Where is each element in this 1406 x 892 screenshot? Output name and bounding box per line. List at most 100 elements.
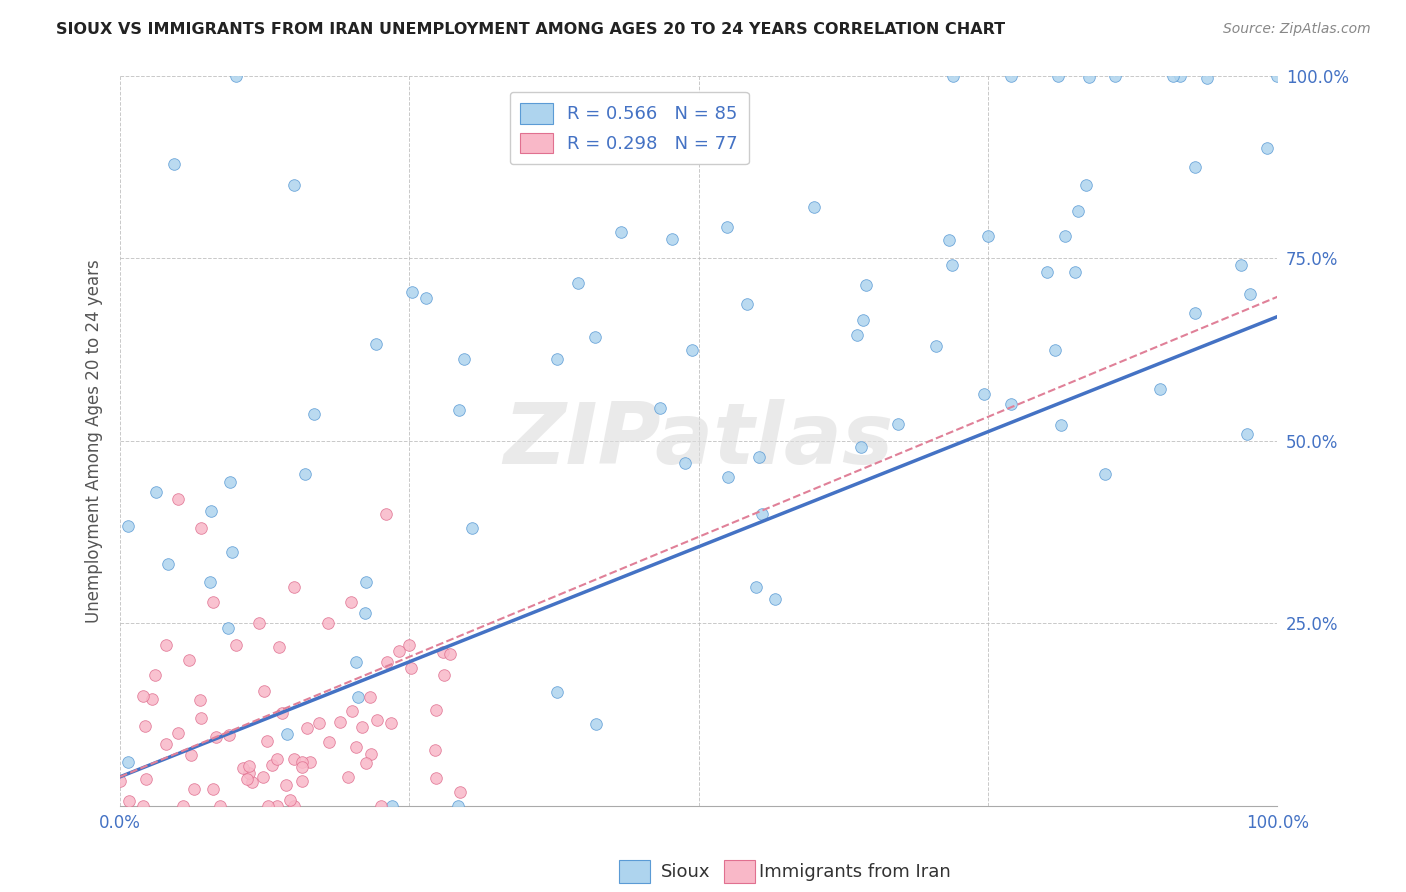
Point [190, 711, 212, 725]
Point [366, 713, 388, 727]
Point [845, 328, 868, 343]
Point [380, 716, 402, 731]
Text: ZIPatlas: ZIPatlas [503, 400, 894, 483]
Point [1067, 204, 1090, 219]
Point [172, 799, 194, 814]
Point [110, 774, 132, 789]
Point [342, 704, 364, 718]
Point [208, 799, 231, 814]
Point [375, 507, 398, 521]
Point [447, 799, 470, 814]
Point [291, 760, 314, 774]
Point [238, 759, 260, 773]
Point [977, 229, 1000, 244]
Point [1184, 306, 1206, 320]
Point [583, 330, 606, 344]
Point [433, 667, 456, 681]
Point [318, 735, 340, 749]
Point [1267, 69, 1289, 83]
Point [716, 219, 738, 234]
Point [132, 690, 155, 704]
Point [375, 655, 398, 669]
Point [202, 781, 225, 796]
Point [546, 352, 568, 367]
Point [453, 351, 475, 366]
Point [370, 799, 392, 814]
Point [803, 200, 825, 214]
Point [346, 690, 368, 704]
Point [887, 417, 910, 431]
Point [179, 653, 201, 667]
Point [425, 771, 447, 785]
Point [308, 715, 330, 730]
Point [360, 747, 382, 762]
Point [163, 157, 186, 171]
Point [291, 756, 314, 770]
Point [238, 766, 260, 780]
Point [388, 644, 411, 658]
Point [938, 233, 960, 247]
Point [1064, 265, 1087, 279]
Point [183, 781, 205, 796]
Point [256, 734, 278, 748]
Point [225, 69, 247, 83]
Point [283, 752, 305, 766]
Point [852, 313, 875, 327]
Point [157, 557, 180, 571]
Point [141, 691, 163, 706]
Point [661, 231, 683, 245]
Point [1078, 70, 1101, 84]
Point [1168, 69, 1191, 83]
Point [648, 401, 671, 415]
Point [942, 69, 965, 83]
Point [1163, 69, 1185, 83]
Point [745, 581, 768, 595]
Text: Sioux: Sioux [661, 863, 710, 881]
Point [350, 720, 373, 734]
Point [329, 714, 352, 729]
Point [266, 751, 288, 765]
Point [200, 504, 222, 518]
Point [198, 574, 221, 589]
Point [135, 772, 157, 786]
Point [1076, 178, 1098, 192]
Point [276, 727, 298, 741]
Point [1184, 160, 1206, 174]
Point [247, 616, 270, 631]
Point [432, 645, 454, 659]
Point [1046, 69, 1069, 83]
Point [221, 545, 243, 559]
Point [299, 755, 322, 769]
Point [134, 719, 156, 733]
Point [190, 521, 212, 535]
Point [585, 717, 607, 731]
Point [425, 703, 447, 717]
Point [356, 756, 378, 770]
Point [461, 521, 484, 535]
Point [295, 721, 318, 735]
Point [354, 575, 377, 590]
Point [1000, 397, 1022, 411]
Point [294, 467, 316, 482]
Point [449, 785, 471, 799]
Point [716, 469, 738, 483]
Point [117, 755, 139, 769]
Point [271, 706, 294, 721]
Point [219, 475, 242, 489]
Point [280, 793, 302, 807]
Point [1236, 426, 1258, 441]
Text: Immigrants from Iran: Immigrants from Iran [759, 863, 950, 881]
Point [290, 773, 312, 788]
Point [381, 799, 404, 814]
Point [252, 770, 274, 784]
Point [925, 339, 948, 353]
Point [1229, 259, 1251, 273]
Point [269, 640, 291, 655]
Point [401, 285, 423, 300]
Point [236, 772, 259, 786]
Point [1035, 265, 1057, 279]
Point [941, 258, 963, 272]
Point [340, 594, 363, 608]
Point [180, 747, 202, 762]
Point [399, 661, 422, 675]
